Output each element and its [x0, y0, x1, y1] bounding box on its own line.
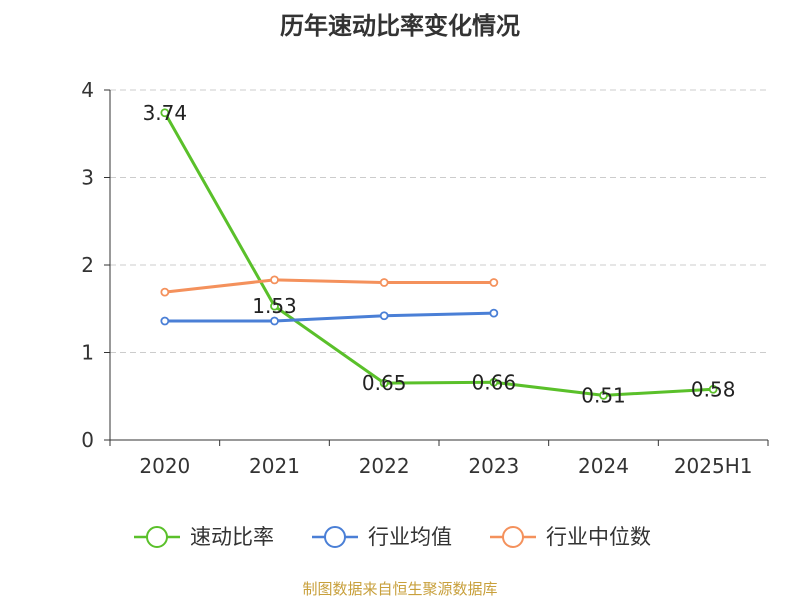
series-lines: [160, 108, 718, 400]
data-label: 1.53: [252, 294, 297, 318]
data-point: [160, 287, 170, 297]
x-tick-label: 2023: [468, 454, 519, 478]
x-tick-label: 2021: [249, 454, 300, 478]
data-point: [489, 377, 499, 387]
data-point: [160, 108, 170, 118]
series-line: [164, 278, 494, 294]
y-tick-label: 2: [81, 253, 94, 277]
data-point: [379, 311, 389, 321]
x-tick-label: 2022: [359, 454, 410, 478]
data-point: [379, 378, 389, 388]
data-label: 0.51: [581, 383, 626, 407]
series-line: [163, 112, 714, 397]
data-point: [270, 316, 279, 326]
axes: 0 1 2 3 4 2020 2021 2022 2023 2024 2025H1: [81, 78, 769, 478]
legend-marker-icon: [502, 526, 524, 548]
data-point: [708, 384, 718, 394]
chart-title: 历年速动比率变化情况: [280, 12, 520, 40]
legend-item[interactable]: 速动比率: [134, 525, 274, 549]
x-tick-label: 2025H1: [674, 454, 753, 478]
legend-label: 行业均值: [368, 525, 452, 549]
data-point: [489, 278, 499, 287]
data-label: 0.58: [691, 377, 736, 401]
legend-item[interactable]: 行业中位数: [490, 525, 651, 549]
y-tick-label: 1: [81, 341, 94, 365]
legend-marker-icon: [324, 526, 346, 548]
legend-item[interactable]: 行业均值: [312, 525, 452, 549]
data-point: [270, 275, 279, 285]
x-tick-label: 2020: [139, 454, 190, 478]
data-point: [379, 278, 389, 287]
data-label: 0.65: [362, 371, 407, 395]
legend-marker-icon: [146, 526, 168, 548]
y-tick-label: 3: [81, 166, 94, 190]
y-tick-label: 0: [81, 428, 94, 452]
data-point: [489, 308, 499, 318]
data-point: [160, 316, 170, 326]
data-label: 3.74: [143, 101, 188, 125]
y-tick-label: 4: [81, 78, 94, 102]
source-note: 制图数据来自恒生聚源数据库: [302, 580, 498, 598]
data-label: 0.66: [472, 370, 517, 394]
series-line: [164, 311, 494, 323]
data-point: [270, 301, 279, 311]
data-point: [599, 390, 608, 400]
data-labels: 3.74 1.53 0.65 0.66 0.51 0.58: [143, 101, 736, 408]
legend-label: 行业中位数: [546, 525, 651, 549]
x-tick-label: 2024: [578, 454, 629, 478]
legend-label: 速动比率: [190, 525, 274, 549]
legend: 速动比率 行业均值 行业中位数: [134, 525, 651, 549]
